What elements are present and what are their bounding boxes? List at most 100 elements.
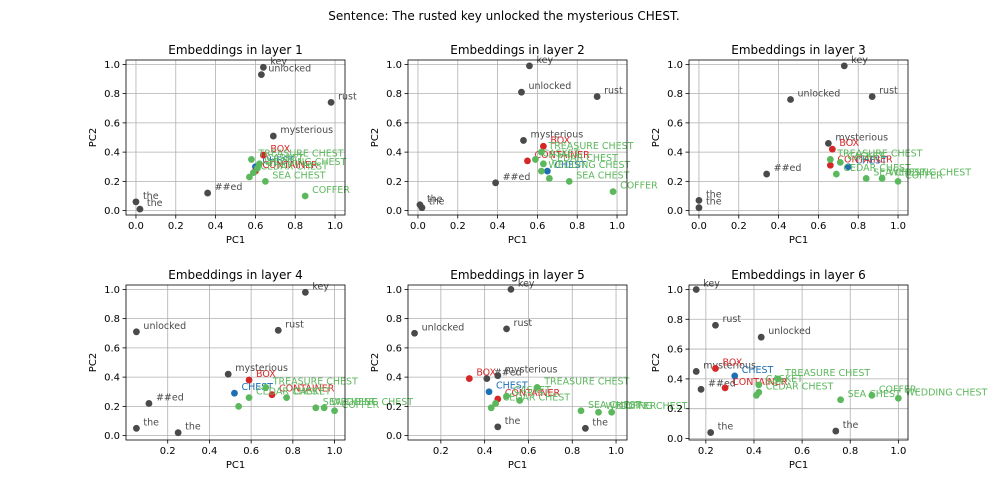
point-label: the <box>185 422 201 433</box>
point-label: the <box>143 191 159 202</box>
point-label: BOX <box>839 138 859 149</box>
y-tick-label: 1.0 <box>104 285 120 296</box>
data-point <box>246 173 253 181</box>
x-tick-label: 0.4 <box>771 221 787 232</box>
data-point <box>520 137 527 144</box>
data-point <box>503 392 510 400</box>
point-label: COFFER <box>905 170 943 181</box>
point-label: TREASURE CHEST <box>543 376 629 387</box>
y-axis-label: PC2 <box>370 128 381 147</box>
point-label: unlocked <box>143 321 186 332</box>
data-point <box>320 404 328 412</box>
point-label: rust <box>879 86 898 97</box>
data-point <box>301 288 309 296</box>
point-label: SEA CHEST <box>272 170 325 181</box>
axes-frame <box>688 59 909 216</box>
data-point <box>565 177 573 185</box>
point-label: CHEST <box>742 365 774 376</box>
data-point <box>485 388 493 396</box>
point-label: ##ed <box>774 163 802 174</box>
point-label: CHEST <box>496 381 528 392</box>
y-tick-label: 0.4 <box>667 148 683 159</box>
point-label: CEDAR CHEST <box>550 153 618 164</box>
figure-suptitle: Sentence: The rusted key unlocked the my… <box>328 9 679 23</box>
point-label: rust <box>604 86 623 97</box>
y-tick-label: 0.0 <box>667 434 683 445</box>
x-tick-label: 0.2 <box>168 221 184 232</box>
point-label: TREASURE CHEST <box>784 368 870 379</box>
chart-panel-3: 0.0 0.2 0.4 0.6 0.8 1.0 0.0 0.2 0.4 0.6 0.8 1.0 thet… <box>651 43 971 246</box>
y-tick-label: 1.0 <box>667 60 683 71</box>
data-point <box>136 205 144 213</box>
point-label: the <box>429 197 445 208</box>
data-point <box>609 188 617 196</box>
data-point <box>132 198 140 206</box>
y-tick-label: 0.2 <box>667 404 683 415</box>
data-point <box>259 151 267 159</box>
data-point <box>692 286 700 293</box>
data-point <box>836 158 844 166</box>
data-point <box>269 132 277 140</box>
data-point <box>774 375 782 383</box>
y-tick-label: 0.0 <box>386 431 402 442</box>
point-label: CONTAINER <box>505 388 561 399</box>
point-label: WEDDING CHEST <box>889 167 971 178</box>
data-point <box>245 394 253 401</box>
data-point <box>828 145 836 153</box>
y-tick-label: 0.2 <box>667 177 683 188</box>
point-label: unlocked <box>422 322 465 333</box>
data-point <box>145 400 153 407</box>
point-label: TREASURE CHEST <box>257 148 343 159</box>
point-label: ##ed <box>156 392 184 403</box>
point-label: CONTAINER <box>837 154 893 165</box>
x-tick-label: 0.8 <box>842 446 858 457</box>
x-tick-label: 0.0 <box>128 221 144 232</box>
data-point <box>492 179 499 187</box>
data-point <box>262 383 270 391</box>
data-point <box>712 321 719 329</box>
data-point <box>533 383 541 391</box>
x-tick-label: 0.0 <box>410 221 426 232</box>
data-point <box>224 370 232 378</box>
x-axis-label: PC1 <box>226 460 245 471</box>
data-point <box>868 93 876 100</box>
chart-title: Embeddings in layer 1 <box>168 43 302 57</box>
y-tick-label: 0.2 <box>386 177 402 188</box>
point-label: BOX <box>256 369 276 380</box>
point-label: BOX <box>476 368 496 379</box>
point-label: CASKET <box>266 153 303 164</box>
x-tick-label: 1.0 <box>327 221 343 232</box>
data-point <box>539 160 547 168</box>
point-label: rust <box>338 91 357 102</box>
x-tick-label: 0.4 <box>477 446 493 457</box>
x-tick-label: 0.4 <box>201 446 217 457</box>
y-tick-label: 0.8 <box>104 314 120 325</box>
point-label: CEDAR CHEST <box>503 392 571 403</box>
y-tick-label: 0.0 <box>104 206 120 217</box>
point-label: CONTAINER <box>262 160 318 171</box>
point-label: the <box>592 417 608 428</box>
chart-panel-1: 0.0 0.2 0.4 0.6 0.8 1.0 0.0 0.2 0.4 0.6 0.8 1.0 thet… <box>88 43 357 246</box>
y-tick-label: 0.2 <box>386 402 402 413</box>
x-tick-label: 0.2 <box>731 221 747 232</box>
data-point <box>695 196 703 204</box>
point-label: BOX <box>550 135 570 146</box>
chart-title: Embeddings in layer 3 <box>731 43 865 57</box>
point-label: the <box>706 189 722 200</box>
y-tick-label: 0.8 <box>386 314 402 325</box>
point-label: COFFER <box>312 185 350 196</box>
data-point <box>283 394 290 401</box>
point-label: SEA CHEST <box>323 397 376 408</box>
x-tick-label: 0.8 <box>287 221 303 232</box>
data-point <box>487 404 495 412</box>
data-point <box>507 285 515 293</box>
data-point <box>608 408 616 416</box>
data-point <box>731 372 739 380</box>
point-label: the <box>143 417 159 428</box>
y-tick-label: 0.2 <box>104 177 120 188</box>
data-point <box>878 175 886 182</box>
chart-panel-6: 0.2 0.4 0.6 0.8 1.0 0.0 0.2 0.4 0.6 0.8 1.0 key rust… <box>651 268 987 471</box>
point-label: key <box>312 281 329 292</box>
axes-frame <box>125 59 346 216</box>
point-label: WEDDING CHEST <box>606 401 688 412</box>
